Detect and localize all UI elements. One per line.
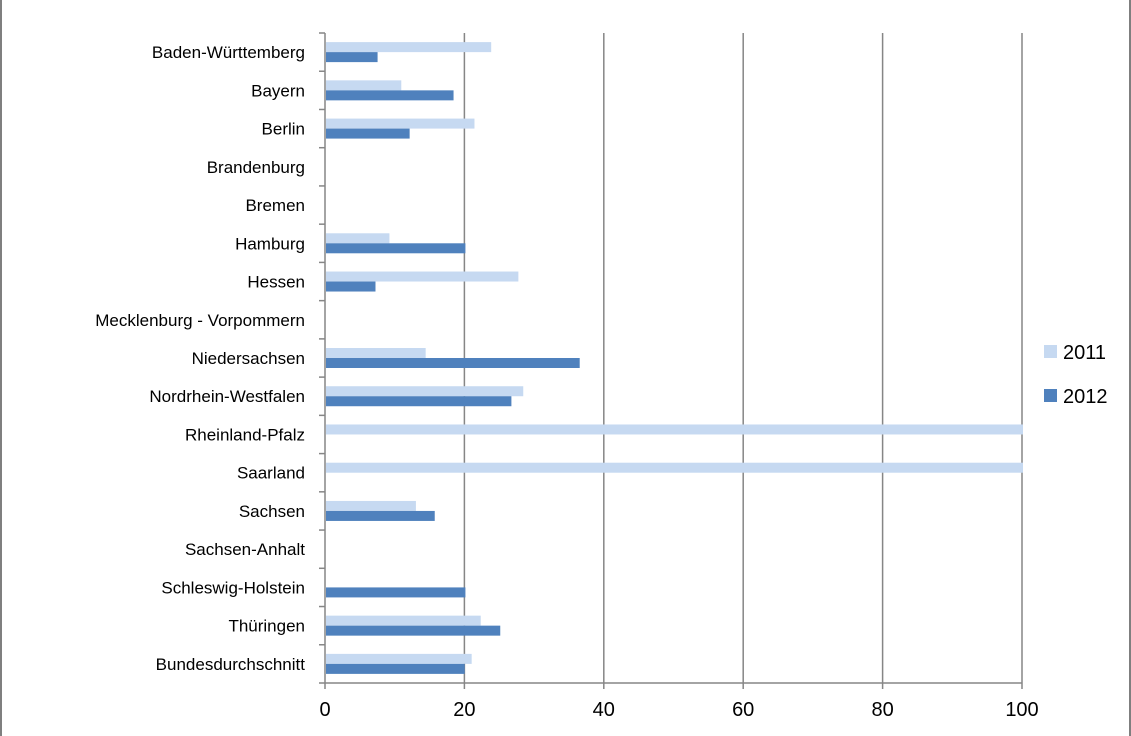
legend-swatch-2011 [1044,345,1057,358]
bar-2011-hessen [326,271,519,282]
axes [319,32,1023,689]
bar-2012-bayern [326,90,454,101]
bar-2012-baden-w-rttemberg [326,52,378,63]
legend-label-2012: 2012 [1063,386,1108,408]
category-label: Baden-Württemberg [152,43,305,62]
category-label: Bundesdurchschnitt [156,655,306,674]
bar-2012-berlin [326,128,410,139]
bar-2011-bayern [326,80,402,91]
x-tick-label: 0 [319,699,330,721]
bar-2012-schleswig-holstein [326,587,466,598]
bar-2012-th-ringen [326,625,501,636]
bar-2012-niedersachsen [326,358,580,368]
axis-labels: 0 20 40 60 80 100 Baden-Württemberg Bayern Berli… [95,43,1038,721]
category-label: Mecklenburg - Vorpommern [95,311,305,330]
category-label: Hamburg [235,234,305,253]
category-label: Nordrhein-Westfalen [149,387,305,406]
bar-2011-nordrhein-westfalen [326,386,524,397]
bar-2012-nordrhein-westfalen [326,396,512,407]
category-label: Saarland [237,464,305,483]
category-label: Sachsen [239,502,305,521]
bar-2011-th-ringen [326,615,481,626]
legend-swatch-2012 [1044,389,1057,402]
bar-2011-niedersachsen [326,348,426,358]
category-label: Niedersachsen [192,349,305,368]
bar-2011-hamburg [326,233,390,244]
x-tick-label: 80 [871,699,893,721]
x-tick-label: 100 [1005,699,1038,721]
category-label: Bremen [245,196,305,215]
legend-label-2011: 2011 [1063,342,1106,364]
category-label: Sachsen-Anhalt [185,540,305,559]
legend: 2011 2012 [1044,342,1108,408]
bar-2011-saarland [326,462,1023,473]
category-label: Berlin [262,120,305,139]
category-label: Bayern [251,81,305,100]
x-tick-label: 40 [593,699,615,721]
bar-2012-hamburg [326,243,466,254]
category-label: Rheinland-Pfalz [185,425,305,444]
category-label: Schleswig-Holstein [161,578,305,597]
bar-2012-hessen [326,281,376,292]
bar-2011-sachsen [326,500,416,511]
bar-2012-bundesdurchschnitt [326,663,465,674]
bar-2012-sachsen [326,510,435,521]
bar-2011-bundesdurchschnitt [326,653,472,664]
x-tick-label: 60 [732,699,754,721]
category-label: Thüringen [228,617,305,636]
bar-2011-baden-w-rttemberg [326,42,492,53]
bar-2011-berlin [326,118,475,129]
category-label: Hessen [247,273,305,292]
x-tick-label: 20 [453,699,475,721]
bar-2011-rheinland-pfalz [326,424,1023,435]
bars [326,42,1023,674]
category-label: Brandenburg [207,158,305,177]
